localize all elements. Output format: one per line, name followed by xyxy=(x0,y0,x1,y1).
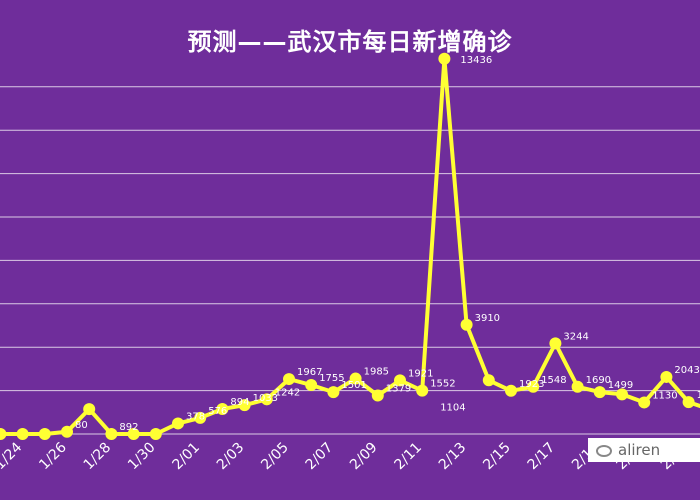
data-point xyxy=(0,428,7,440)
x-tick-label: 1/30 xyxy=(125,440,159,474)
data-point xyxy=(349,372,362,385)
data-label: 1499 xyxy=(608,380,633,391)
data-point xyxy=(394,374,406,387)
data-label: 3244 xyxy=(563,331,588,342)
data-label: 1141 xyxy=(697,390,700,401)
data-point xyxy=(438,52,451,65)
wechat-icon xyxy=(596,444,612,457)
data-point xyxy=(172,417,184,430)
x-tick-label: 1/28 xyxy=(81,440,115,474)
data-label: 1985 xyxy=(364,367,389,378)
data-point xyxy=(460,318,473,331)
data-point xyxy=(416,384,429,397)
data-point xyxy=(283,373,295,386)
data-label: 1130 xyxy=(652,390,677,401)
data-label: 1690 xyxy=(586,375,611,386)
x-tick-label: 1/24 xyxy=(0,439,25,473)
data-point xyxy=(527,380,540,393)
x-tick-label: 2/07 xyxy=(303,440,337,474)
data-point xyxy=(305,378,318,391)
data-label: 1967 xyxy=(297,367,322,378)
data-point xyxy=(105,428,118,440)
data-label: 576 xyxy=(208,406,227,417)
data-point xyxy=(549,337,562,350)
data-point xyxy=(638,396,651,409)
data-label: 378 xyxy=(186,411,205,422)
x-tick-label: 2/15 xyxy=(480,440,514,474)
chart-title: 预测——武汉市每日新增确诊 xyxy=(187,28,513,56)
x-tick-label: 2/03 xyxy=(214,440,248,474)
watermark-text: aliren xyxy=(618,441,661,459)
x-tick-label: 2/05 xyxy=(258,440,292,474)
x-tick-label: 2/09 xyxy=(347,440,381,474)
data-point xyxy=(660,370,673,383)
data-point xyxy=(327,386,340,399)
data-label: 1921 xyxy=(408,368,433,379)
x-tick-label: 2/13 xyxy=(436,440,470,474)
data-label: 1379 xyxy=(386,383,411,394)
data-label: 80 xyxy=(75,420,88,431)
data-label: 1923 xyxy=(519,379,544,390)
data-label: 1501 xyxy=(341,380,366,391)
data-point xyxy=(571,380,584,393)
data-point xyxy=(682,396,695,409)
data-point xyxy=(616,388,628,401)
data-label: 3910 xyxy=(475,313,500,324)
data-point xyxy=(371,389,384,402)
data-point xyxy=(505,384,517,397)
data-point xyxy=(216,403,229,416)
data-label: 1548 xyxy=(541,375,566,386)
data-label: 13436 xyxy=(460,55,492,66)
watermark: aliren xyxy=(588,438,700,462)
data-point xyxy=(83,403,96,416)
data-label: 1242 xyxy=(275,387,300,398)
x-tick-label: 2/11 xyxy=(391,440,425,474)
data-point xyxy=(194,411,207,424)
data-point xyxy=(16,428,29,440)
data-point xyxy=(238,399,251,412)
data-point xyxy=(260,393,273,406)
data-label: 892 xyxy=(119,422,138,433)
data-point xyxy=(127,428,140,440)
data-point xyxy=(482,374,495,387)
data-point xyxy=(149,428,162,440)
data-point xyxy=(593,386,606,399)
data-label: 1755 xyxy=(319,373,344,384)
data-label: 1104 xyxy=(440,403,465,414)
data-label: 894 xyxy=(230,397,249,408)
data-point xyxy=(38,428,51,440)
data-label: 1033 xyxy=(253,393,278,404)
data-label: 1552 xyxy=(430,379,455,390)
data-label: 2043 xyxy=(674,365,699,376)
x-tick-label: 2/17 xyxy=(525,440,559,474)
x-tick-label: 2/01 xyxy=(169,440,203,474)
x-tick-label: 1/26 xyxy=(36,439,70,473)
data-point xyxy=(61,425,73,438)
